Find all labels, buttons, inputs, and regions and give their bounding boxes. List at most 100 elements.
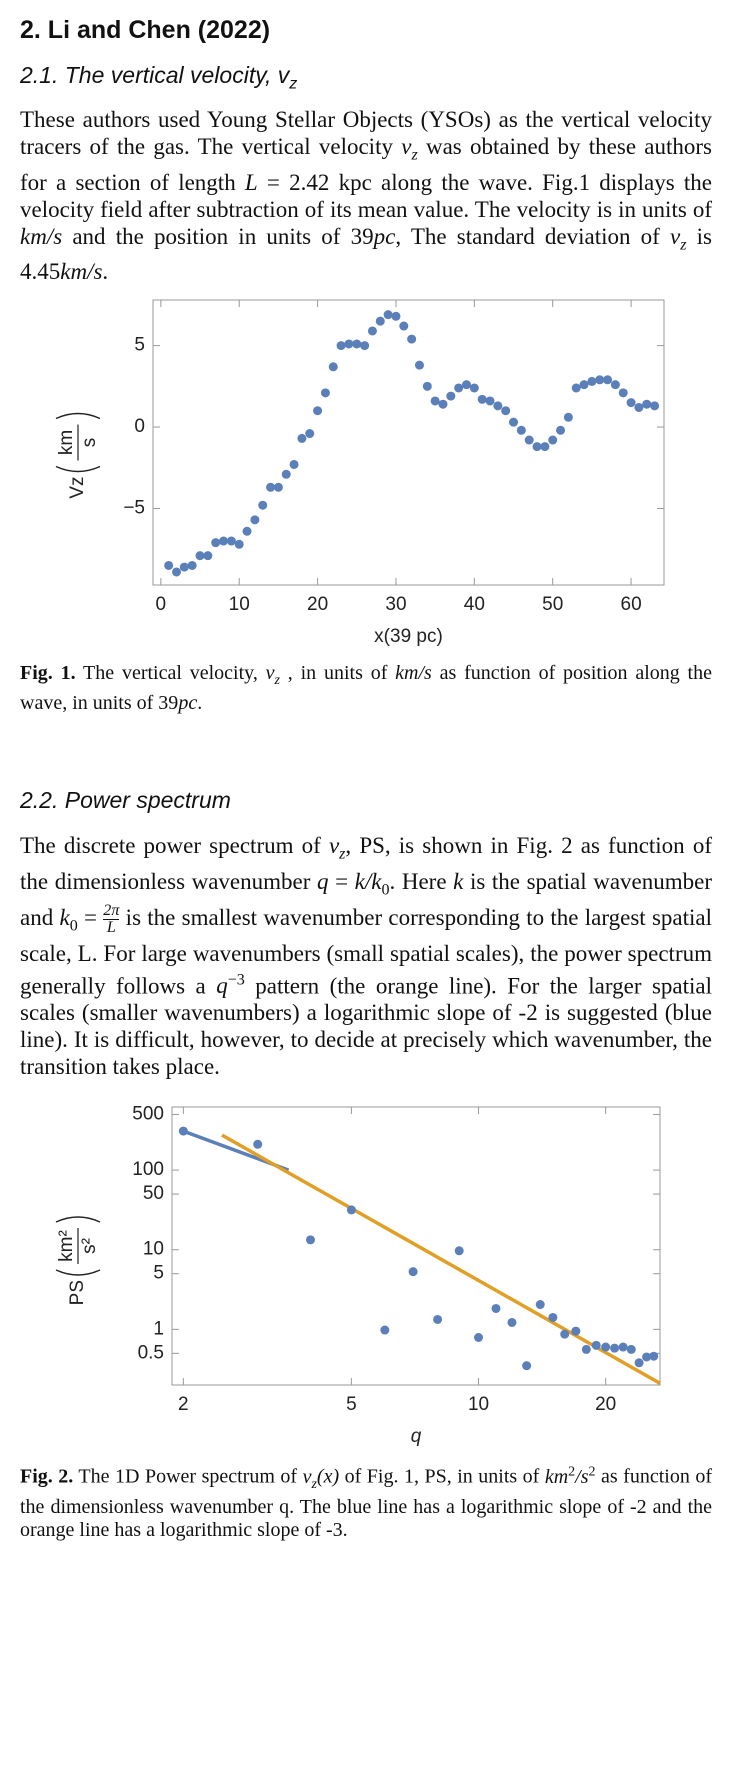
- figure-1: 0 10 20 30 40 50 60 −5 0 5 x(39 pc) Vz km s: [55, 299, 665, 647]
- data-point: [164, 560, 174, 570]
- fit-line: [221, 1133, 661, 1385]
- text: The discrete power spectrum of: [20, 833, 329, 858]
- paragraph: These authors used Young Stellar Objects…: [20, 106, 712, 285]
- data-point: [626, 398, 636, 408]
- text: pattern (the orange line). For the large…: [20, 973, 712, 1080]
- text: .: [102, 259, 109, 285]
- data-point: [407, 334, 417, 344]
- math: L: [245, 170, 258, 195]
- data-point: [305, 1235, 315, 1245]
- math-symbol: k/k: [354, 868, 382, 894]
- text: .: [197, 692, 203, 714]
- subscript: z: [680, 236, 687, 254]
- math: q−3: [216, 971, 245, 999]
- y-label-num: km²: [56, 1230, 77, 1262]
- text: as function of the dimensionless wavenum…: [20, 1465, 712, 1541]
- data-point: [336, 341, 346, 351]
- data-point: [281, 469, 291, 479]
- math: vz: [278, 62, 298, 93]
- data-point: [408, 1267, 418, 1277]
- text: of Fig. 1, PS, in units of: [339, 1465, 545, 1488]
- x-tick-label: 30: [385, 594, 406, 615]
- x-tick-label: 20: [595, 1394, 616, 1415]
- data-point: [493, 401, 503, 411]
- text: 2.1. The vertical velocity,: [20, 62, 278, 88]
- data-point: [485, 396, 495, 406]
- data-point: [414, 360, 424, 370]
- superscript: 2: [568, 1464, 576, 1479]
- paragraph-block: The discrete power spectrum of vz, PS, i…: [20, 832, 712, 1080]
- y-tick-label: 1: [153, 1318, 164, 1339]
- y-tick-label: −5: [123, 497, 145, 518]
- data-point: [211, 538, 221, 548]
- subscript: z: [411, 146, 418, 164]
- text: The 1D Power spectrum of: [73, 1465, 303, 1488]
- superscript: 2: [588, 1464, 596, 1479]
- text: The vertical velocity,: [75, 662, 266, 684]
- y-tick-label: 0.5: [138, 1342, 164, 1363]
- data-point: [548, 1312, 558, 1322]
- section-heading: 2.2. Power spectrum: [20, 787, 712, 814]
- x-tick-label: 10: [229, 594, 250, 615]
- text: , in units of: [280, 662, 396, 684]
- data-point: [501, 406, 511, 416]
- paren: [55, 1269, 101, 1276]
- data-point: [461, 380, 471, 390]
- data-point: [454, 1246, 464, 1256]
- data-point: [258, 500, 268, 510]
- data-point: [650, 401, 660, 411]
- x-tick-label: 50: [542, 594, 563, 615]
- data-point: [344, 339, 354, 349]
- data-point: [491, 1303, 501, 1313]
- text: is the spatial wavenumber and: [20, 868, 712, 931]
- data-point: [328, 362, 338, 372]
- y-tick-label: 5: [134, 335, 145, 356]
- text: , The standard deviation of: [395, 223, 670, 249]
- data-point: [242, 526, 252, 536]
- data-point: [535, 1300, 545, 1310]
- text: These authors used Young Stellar Objects…: [20, 107, 712, 159]
- data-point: [454, 383, 464, 393]
- data-point: [266, 482, 276, 492]
- data-point: [178, 1126, 188, 1136]
- superscript: −3: [227, 971, 245, 989]
- data-point: [320, 388, 330, 398]
- heading-block: 2.2. Power spectrum: [20, 787, 712, 814]
- data-point: [509, 417, 519, 427]
- y-axis-label: Vz km s: [55, 412, 101, 499]
- data-point: [360, 341, 370, 351]
- data-point: [380, 1325, 390, 1335]
- data-point: [219, 536, 229, 546]
- data-point: [618, 1342, 628, 1352]
- math: /s2: [575, 1464, 596, 1488]
- caption: Fig. 1. The vertical velocity, vz , in u…: [20, 662, 712, 715]
- x-tick-label: 20: [307, 594, 328, 615]
- x-axis-label: x(39 pc): [374, 626, 443, 647]
- data-point: [587, 376, 597, 386]
- math: (x): [317, 1466, 339, 1488]
- data-point: [422, 381, 432, 391]
- x-tick-label: 10: [468, 1394, 489, 1415]
- text: is the smallest wavenumber corresponding…: [20, 905, 712, 999]
- caption-block: Fig. 1. The vertical velocity, vz , in u…: [20, 662, 712, 715]
- math: vz: [303, 1466, 317, 1492]
- numerator: 2π: [103, 902, 120, 921]
- data-point: [563, 412, 573, 422]
- data-point: [172, 567, 182, 577]
- label: Fig. 1.: [20, 662, 76, 684]
- math: pc: [178, 692, 197, 714]
- data-point: [179, 562, 189, 572]
- text: was obtained by these authors for a sect…: [20, 134, 712, 195]
- data-point: [591, 1340, 601, 1350]
- y-label-name: PS: [67, 1280, 88, 1305]
- data-point: [289, 459, 299, 469]
- math-symbol: km/s: [20, 223, 63, 249]
- figure-2: 2 5 10 20 500 100 50 10 5 1 0.5 q PS km² s²: [55, 1103, 661, 1447]
- data-point: [446, 391, 456, 401]
- data-point: [469, 383, 479, 393]
- data-point: [532, 442, 542, 452]
- data-point: [313, 406, 323, 416]
- data-point: [477, 394, 487, 404]
- paragraph: The discrete power spectrum of vz, PS, i…: [20, 832, 712, 1080]
- subscript: z: [339, 845, 346, 863]
